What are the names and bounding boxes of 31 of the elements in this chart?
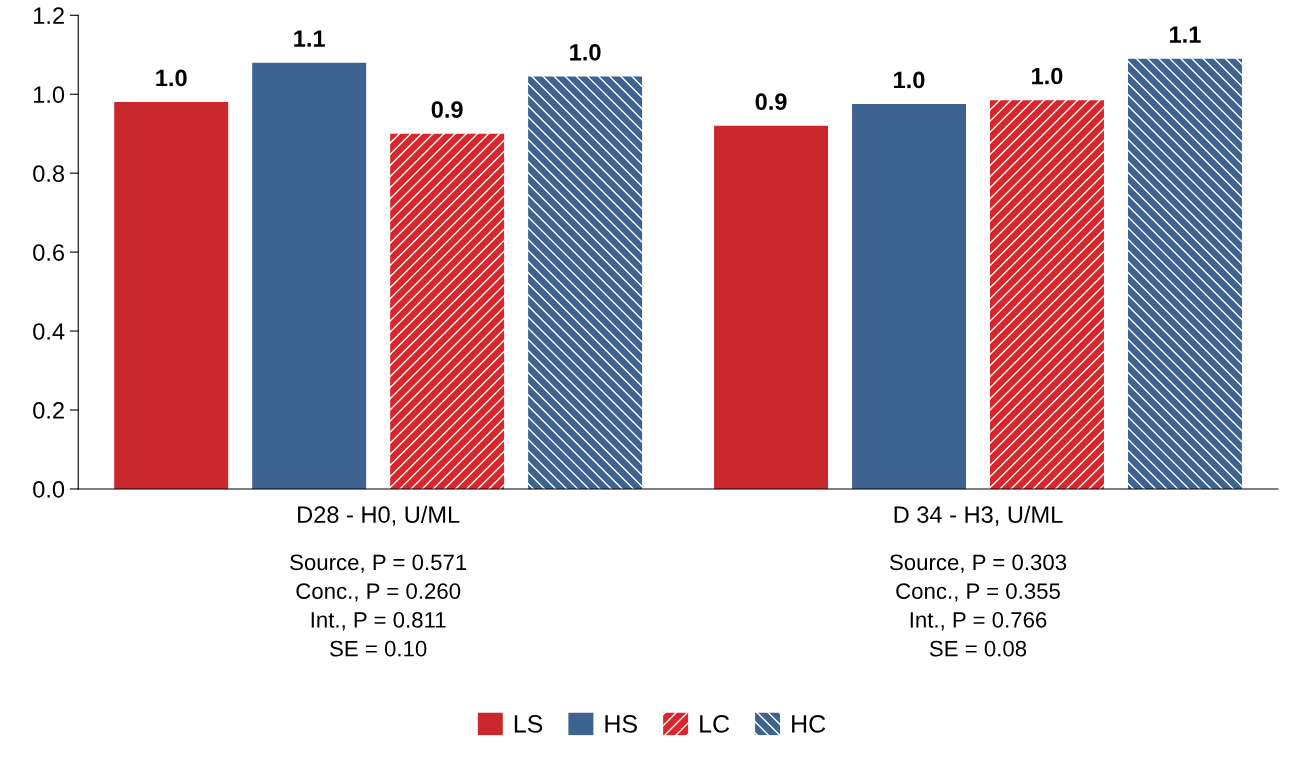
x-tick-label: D28 - H0, U/ML bbox=[298, 505, 460, 526]
y-tick-label: 1.2 bbox=[34, 7, 64, 24]
data-label: 1.0 bbox=[156, 69, 187, 87]
legend-label: LS bbox=[514, 715, 543, 733]
y-tick-label: 0.0 bbox=[33, 481, 65, 498]
legend-label: LC bbox=[700, 715, 730, 733]
bar bbox=[852, 104, 966, 489]
data-label: 1.1 bbox=[1170, 26, 1201, 43]
y-tick-label: 0.4 bbox=[33, 323, 65, 340]
bar bbox=[252, 62, 367, 489]
data-label: 0.9 bbox=[431, 101, 463, 118]
y-tick-label: 1.0 bbox=[34, 86, 65, 104]
legend-label: HC bbox=[792, 715, 826, 733]
bar bbox=[1127, 58, 1242, 489]
bar bbox=[114, 102, 229, 489]
y-tick-label: 0.6 bbox=[33, 244, 65, 261]
bar bbox=[714, 125, 829, 489]
x-tick-label: D 34 - H3, U/ML bbox=[894, 505, 1063, 526]
data-label: 1.0 bbox=[1032, 67, 1063, 85]
data-label: 0.9 bbox=[755, 93, 787, 111]
bar bbox=[528, 76, 643, 489]
bar bbox=[390, 133, 505, 489]
data-label: 1.0 bbox=[894, 71, 925, 89]
source-note: Source, P = 0.303 Conc., P = 0.355 Int., P = 0.766 SE = 0.08 bbox=[889, 554, 1067, 657]
legend-label: HS bbox=[605, 715, 637, 733]
data-label: 1.0 bbox=[570, 43, 601, 61]
data-label: 1.1 bbox=[294, 30, 325, 47]
y-tick-label: 0.8 bbox=[33, 165, 65, 182]
y-tick-label: 0.2 bbox=[33, 402, 64, 419]
source-note: Source, P = 0.571 Conc., P = 0.260 Int., P = 0.811 SE = 0.10 bbox=[290, 554, 467, 657]
bar bbox=[990, 100, 1104, 489]
